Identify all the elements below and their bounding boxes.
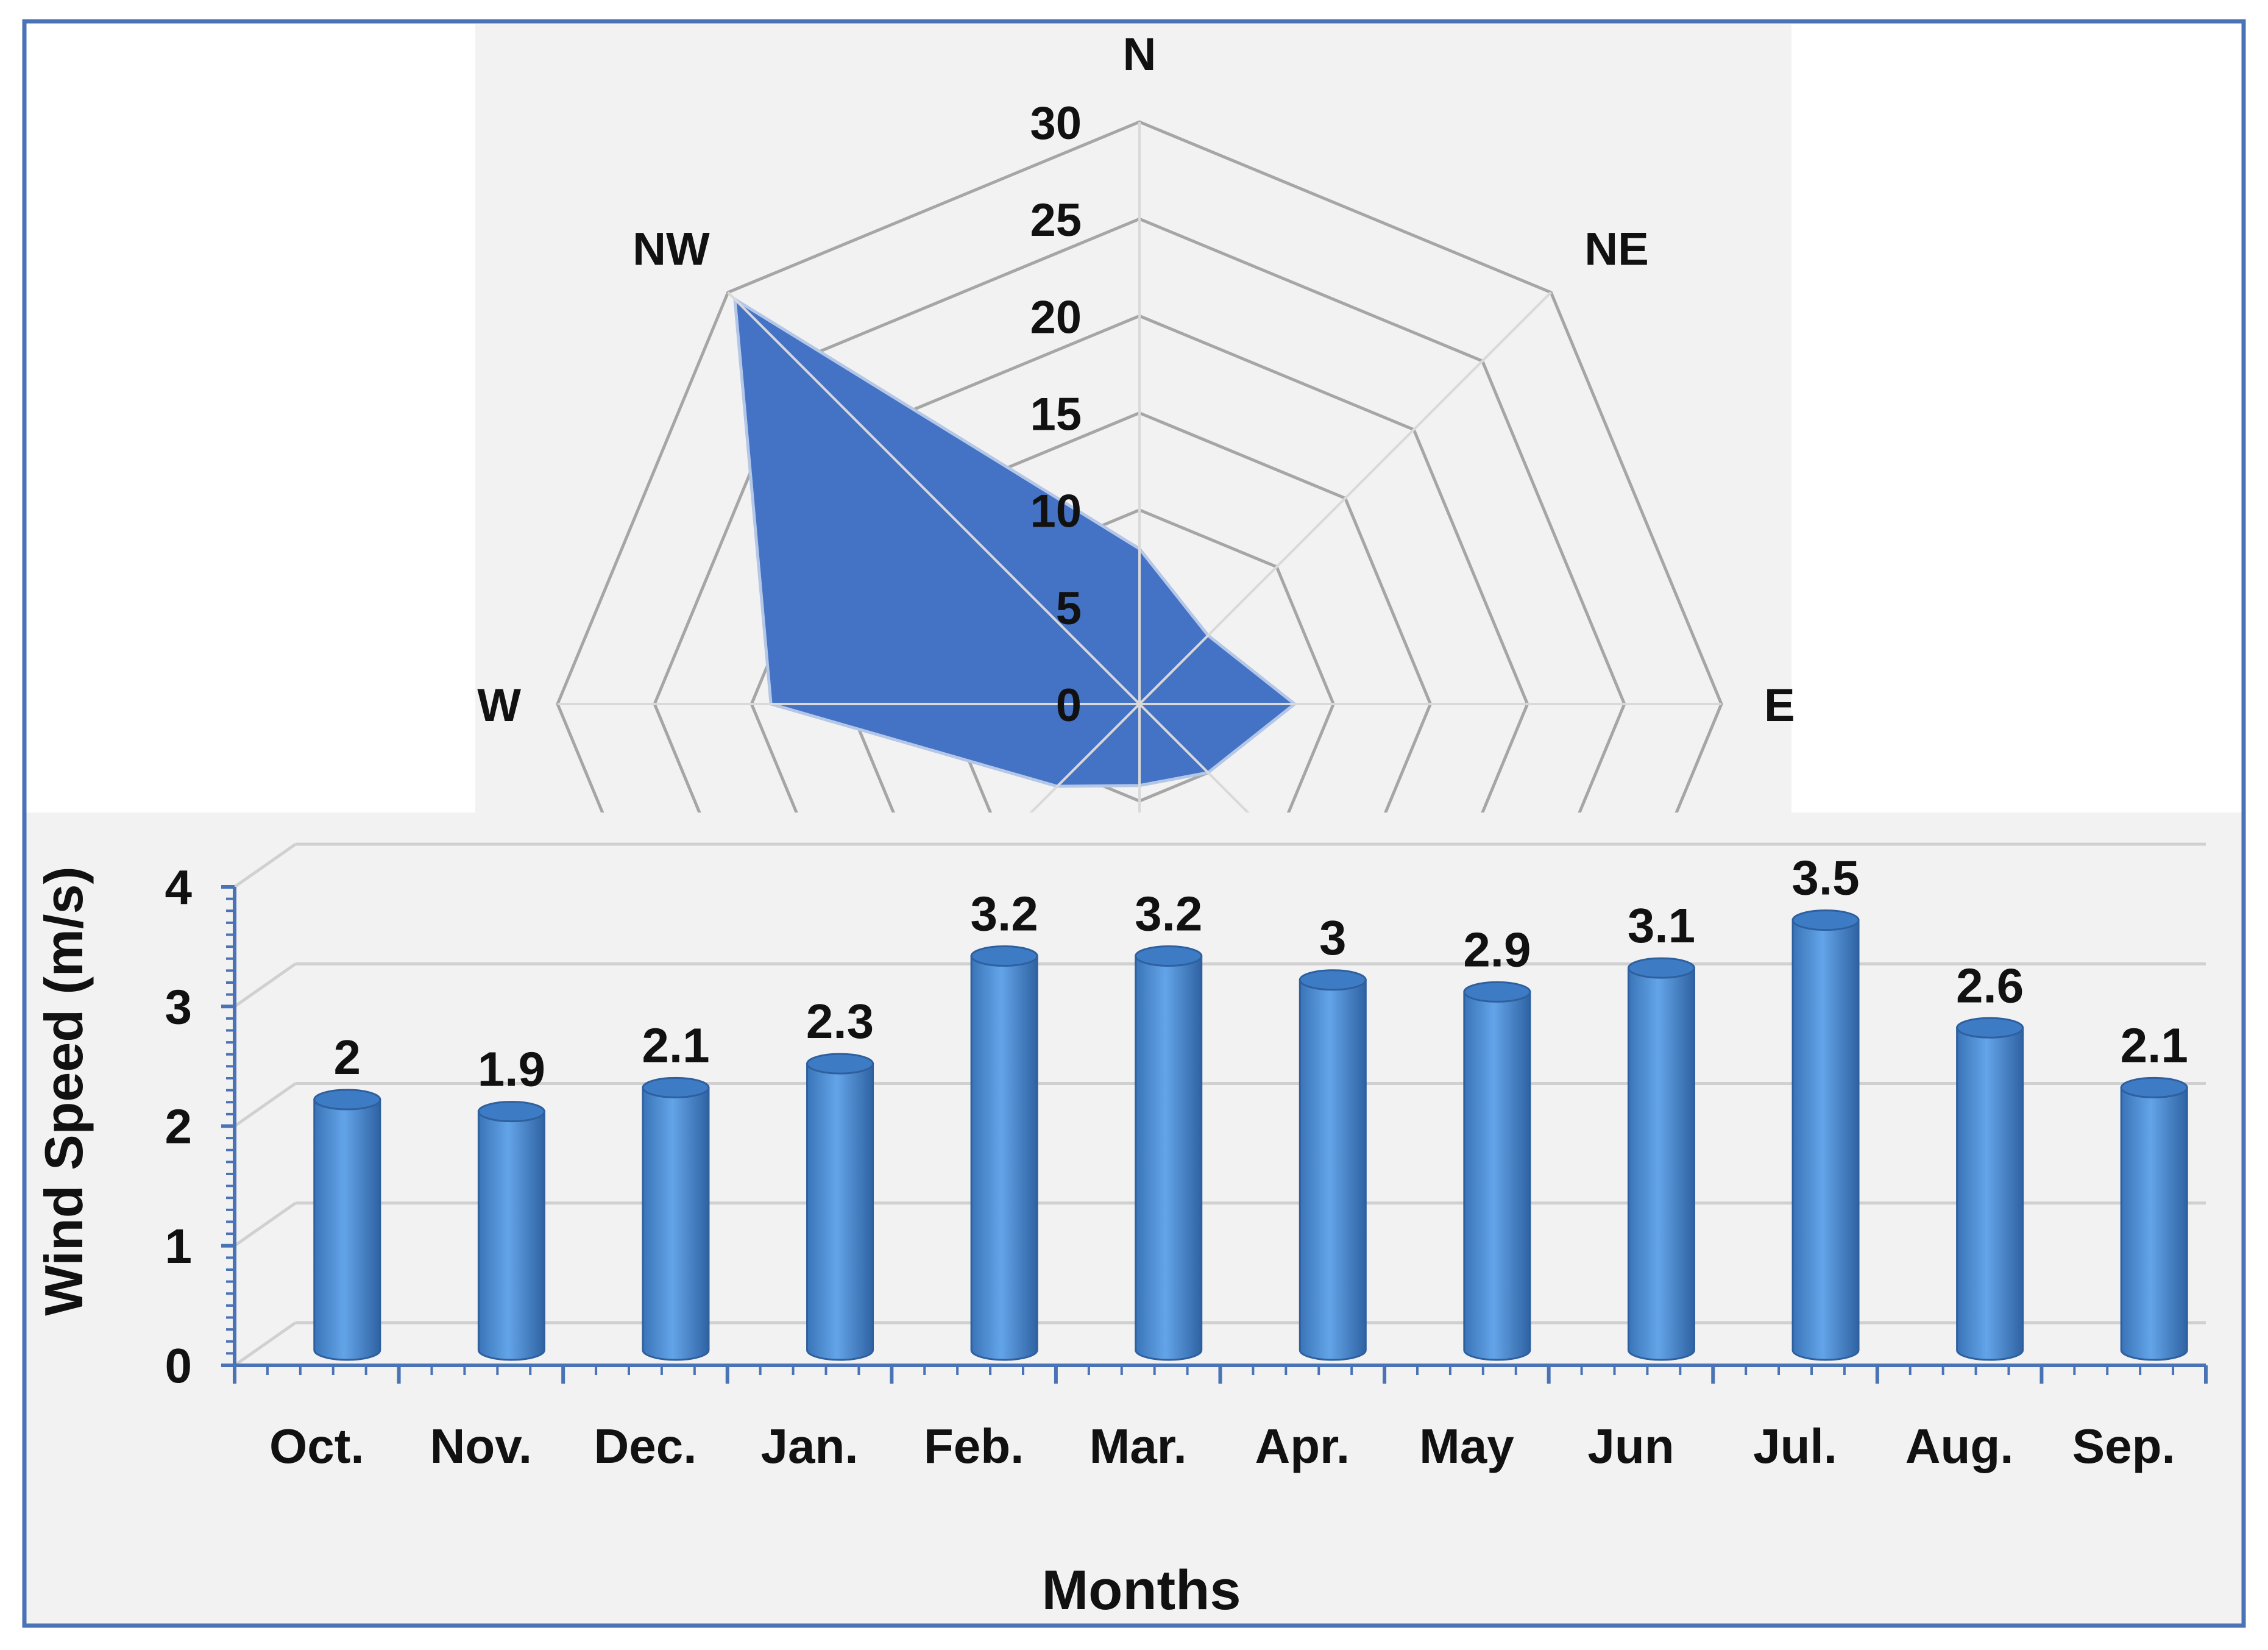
wind-rose-tick-label: 20 (1030, 291, 1082, 343)
x-tick-label: Dec. (594, 1419, 696, 1473)
wind-rose-direction-w: W (477, 680, 521, 731)
y-tick-label: 4 (165, 860, 193, 914)
x-tick-label: Oct. (269, 1419, 364, 1473)
wind-rose-tick-labels: 0 5 10 15 20 25 30 (1030, 98, 1082, 731)
x-tick-label: Mar. (1090, 1419, 1187, 1473)
bar-value-label: 3 (1319, 911, 1347, 965)
wind-rose-spoke (727, 291, 1141, 705)
bar-value-label: 2 (334, 1030, 361, 1084)
bar-body (1299, 979, 1367, 1361)
y-axis-title: Wind Speed (m/s) (34, 866, 94, 1315)
bar-chart-x-tick-labels: Oct. Nov. Dec. Jan. Feb. Mar. Apr. May Jun Jul. Au… (269, 1419, 2175, 1473)
bar-chart-bars (313, 909, 2188, 1361)
bar-gridline-diagonal (233, 1082, 297, 1128)
bar-aug (1956, 1017, 2024, 1361)
bar-body (1135, 955, 1203, 1361)
bar-may (1463, 981, 1531, 1361)
figure-frame (22, 19, 2246, 1628)
y-tick-label: 3 (165, 980, 193, 1034)
bar-value-label: 3.2 (1135, 887, 1202, 941)
bar-value-label: 2.6 (1956, 958, 2024, 1012)
bar-value-label: 1.9 (478, 1042, 545, 1097)
bar-mar (1135, 945, 1203, 1361)
bar-nov (477, 1101, 545, 1361)
bar-chart-gridlines (233, 842, 2206, 1367)
bar-top (970, 945, 1038, 967)
wind-rose-chart: 0 5 10 15 20 25 30 N NE E W NW (475, 24, 1795, 1288)
wind-rose-tick-label: 5 (1056, 583, 1082, 635)
bar-jan (806, 1053, 874, 1361)
bar-gridline-diagonal (233, 962, 297, 1008)
wind-rose-tick-label: 25 (1030, 194, 1082, 246)
bar-body (970, 955, 1038, 1361)
x-tick-label: Jun (1587, 1419, 1674, 1473)
bar-body (806, 1062, 874, 1361)
bar-sep (2120, 1076, 2188, 1361)
bar-top (1956, 1017, 2024, 1039)
bar-value-label: 3.2 (971, 887, 1038, 941)
wind-rose-tick-label: 0 (1056, 680, 1082, 731)
bar-value-label: 3.5 (1791, 851, 1859, 905)
bar-body (1627, 967, 1695, 1361)
bar-value-label: 2.3 (806, 994, 874, 1048)
bar-body (477, 1111, 545, 1361)
bar-oct (313, 1089, 381, 1361)
x-tick-label: Aug. (1905, 1419, 2014, 1473)
bar-chart-axes (221, 885, 2208, 1384)
bar-top (2120, 1076, 2188, 1098)
bar-value-label: 3.1 (1628, 898, 1695, 953)
bar-body (1463, 990, 1531, 1361)
wind-rose-tick-label: 15 (1030, 389, 1082, 441)
bar-value-label: 2.1 (642, 1018, 709, 1072)
bar-top (806, 1053, 874, 1075)
bar-gridline-diagonal (233, 1321, 297, 1367)
bar-body (313, 1098, 381, 1361)
x-tick-label: Apr. (1255, 1419, 1350, 1473)
x-tick-label: Feb. (924, 1419, 1024, 1473)
bar-body (1956, 1026, 2024, 1361)
wind-rose-direction-ne: NE (1584, 224, 1649, 276)
bar-body (1791, 919, 1860, 1361)
x-axis-title: Months (1041, 1559, 1241, 1621)
x-tick-label: Jul. (1753, 1419, 1837, 1473)
bar-gridline-diagonal (233, 1201, 297, 1247)
bar-feb (970, 945, 1038, 1361)
bar-jun (1627, 957, 1695, 1361)
bar-body (2120, 1086, 2188, 1361)
bar-top (1791, 909, 1860, 931)
bar-chart-background (24, 813, 2244, 1626)
bar-gridline-diagonal (233, 842, 297, 889)
bar-top (313, 1089, 381, 1111)
wind-rose-direction-e: E (1764, 680, 1795, 731)
bar-value-label: 2.1 (2121, 1018, 2188, 1072)
wind-rose-tick-label: 10 (1030, 486, 1082, 538)
x-tick-label: May (1419, 1419, 1514, 1473)
bar-top (1135, 945, 1203, 967)
x-tick-label: Jan. (761, 1419, 859, 1473)
y-tick-label: 2 (165, 1100, 193, 1154)
bar-dec (642, 1076, 710, 1361)
bar-top (477, 1101, 545, 1123)
bar-chart-y-tick-labels: 0 1 2 3 4 (165, 860, 193, 1393)
bar-chart-value-labels: 2 1.9 2.1 2.3 3.2 3.2 3 2.9 3.1 3.5 2.6 2.1 (334, 851, 2188, 1097)
x-tick-label: Sep. (2072, 1419, 2175, 1473)
wind-rose-direction-n: N (1123, 29, 1157, 80)
wind-rose-spoke (1138, 291, 1552, 705)
y-tick-label: 1 (165, 1219, 193, 1273)
bar-body (642, 1086, 710, 1361)
bar-top (1627, 957, 1695, 979)
x-tick-label: Nov. (430, 1419, 532, 1473)
bar-value-label: 2.9 (1463, 922, 1531, 976)
bar-jul (1791, 909, 1860, 1361)
wind-rose-tick-label: 30 (1030, 98, 1082, 149)
bar-top (1299, 969, 1367, 991)
bar-top (642, 1076, 710, 1098)
wind-rose-direction-nw: NW (633, 224, 710, 276)
y-tick-label: 0 (165, 1339, 193, 1393)
wind-rose-direction-labels: N NE E W NW (477, 29, 1795, 731)
monthly-wind-speed-chart: 0 1 2 3 4 Oct. Nov. Dec. Jan. Feb. Mar. Apr. May Jun… (24, 813, 2244, 1626)
bar-apr (1299, 969, 1367, 1361)
bar-top (1463, 981, 1531, 1003)
